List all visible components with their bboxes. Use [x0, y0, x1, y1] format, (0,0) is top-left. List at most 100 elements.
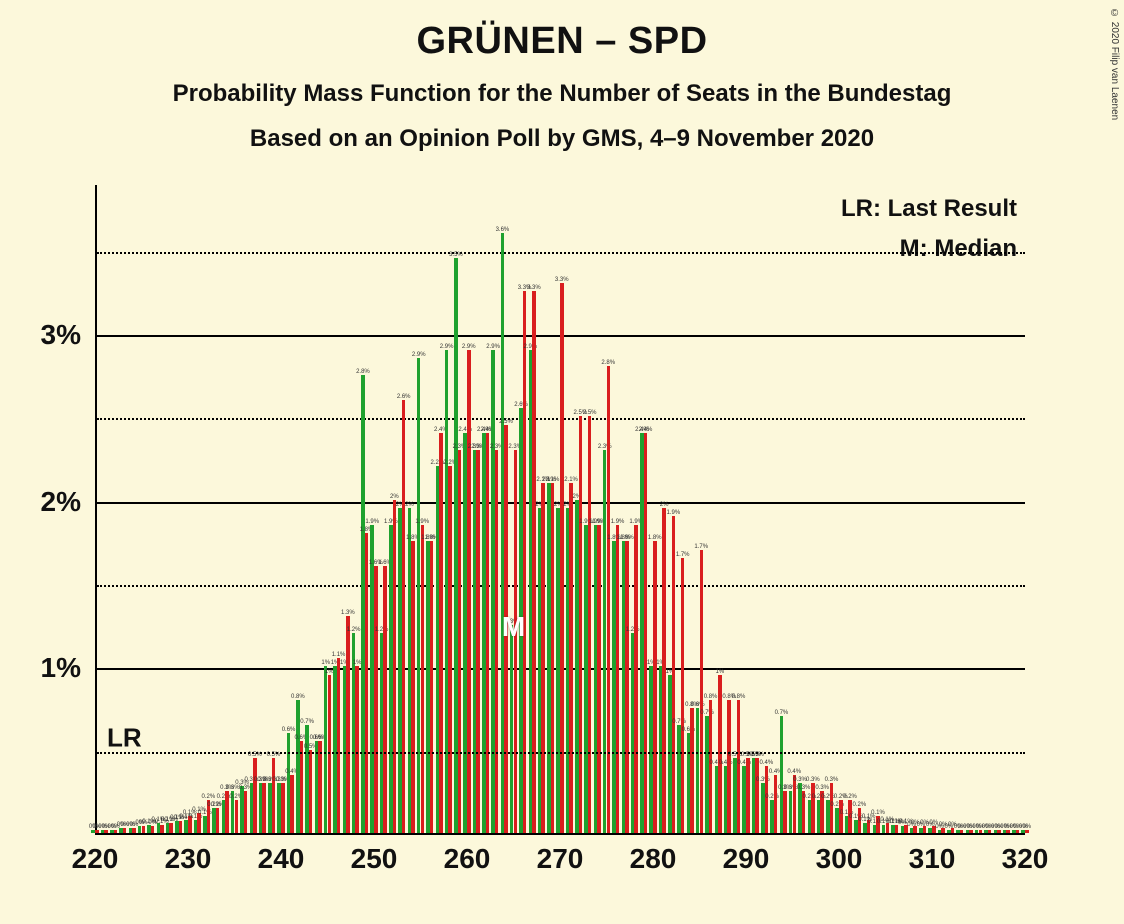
bar-red: 0.5% [755, 758, 759, 833]
bar-red: 1.9% [616, 525, 620, 833]
bar-value-label: 2.9% [440, 344, 454, 350]
bar-red: 0.1% [179, 821, 183, 833]
bar-red: 0.8% [690, 708, 694, 833]
bar-red: 2.8% [607, 366, 611, 833]
bar-red: 0% [114, 830, 118, 833]
bar-red: 2.9% [467, 350, 471, 833]
bar-red: 1.8% [411, 541, 415, 833]
x-tick-label: 290 [723, 843, 770, 875]
bar-value-label: 1.3% [341, 610, 355, 616]
bar-value-label: 1.9% [415, 519, 429, 525]
bar-value-label: 2.5% [499, 419, 513, 425]
bar-value-label: 0.3% [806, 777, 820, 783]
y-axis [95, 185, 97, 835]
bar-value-label: 0.8% [291, 694, 305, 700]
bar-value-label: 2.8% [356, 369, 370, 375]
bar-red: 1% [328, 675, 332, 833]
bar-value-label: 1.8% [620, 535, 634, 541]
x-tick-label: 220 [72, 843, 119, 875]
bar-red: 0% [142, 826, 146, 833]
x-tick-label: 320 [1002, 843, 1049, 875]
bar-red: 0.3% [830, 783, 834, 833]
lr-label: LR [107, 722, 142, 753]
bar-value-label: 0.7% [300, 719, 314, 725]
bar-value-label: 3.3% [527, 285, 541, 291]
bar-red: 1.8% [365, 533, 369, 833]
x-axis [95, 833, 1025, 835]
bar-value-label: 1.9% [667, 510, 681, 516]
bar-red: 1.8% [625, 541, 629, 833]
bar-red: 0% [132, 828, 136, 833]
legend-last-result: LR: Last Result [841, 195, 1017, 223]
bar-red: 0.5% [272, 758, 276, 833]
bar-red: 0.5% [253, 758, 257, 833]
bar-red: 1.9% [634, 525, 638, 833]
bar-red: 2.2% [448, 466, 452, 833]
bar-red: 1% [718, 675, 722, 833]
bar-value-label: 2.1% [546, 477, 560, 483]
bar-value-label: 1.1% [332, 652, 346, 658]
bar-red: 1.3% [346, 616, 350, 833]
bar-value-label: 0.2% [843, 794, 857, 800]
bar-red: 0% [988, 830, 992, 833]
bar-red: 0.3% [783, 791, 787, 833]
bar-red: 0.5% [309, 750, 313, 833]
pmf-bar-chart: LR: Last Result M: Median 1%2%3%22023024… [95, 185, 1025, 835]
bar-red: 1.9% [421, 525, 425, 833]
bar-value-label: 0.4% [760, 760, 774, 766]
x-tick-label: 260 [444, 843, 491, 875]
bar-red: 2.1% [541, 483, 545, 833]
bar-red: 0% [123, 828, 127, 833]
bar-value-label: 0.1% [871, 810, 885, 816]
bar-value-label: 1.9% [611, 519, 625, 525]
bar-red: 0% [95, 830, 99, 833]
bar-value-label: 1.7% [676, 552, 690, 558]
bar-red: 0.2% [216, 808, 220, 833]
bar-value-label: 3.5% [449, 252, 463, 258]
bar-red: 2.5% [588, 416, 592, 833]
bar-value-label: 2.8% [601, 360, 615, 366]
bar-red: 0.6% [300, 741, 304, 833]
bar-value-label: 3.3% [555, 277, 569, 283]
bar-value-label: 1% [716, 669, 725, 675]
bar-red: 0.4% [765, 766, 769, 833]
bar-value-label: 0.3% [815, 785, 829, 791]
bar-value-label: 1% [321, 660, 330, 666]
bar-value-label: 2.4% [639, 427, 653, 433]
bar-value-label: 0.3% [825, 777, 839, 783]
bar-value-label: 2.6% [397, 394, 411, 400]
bar-red: 3.3% [560, 283, 564, 833]
bar-red: 2.3% [476, 450, 480, 833]
bar-red: 2.1% [569, 483, 573, 833]
bar-value-label: 2% [405, 502, 414, 508]
bar-red: 2.3% [514, 450, 518, 833]
bar-value-label: 0.6% [282, 727, 296, 733]
bar-red: 0% [151, 826, 155, 833]
bar-red: 2.6% [402, 400, 406, 833]
bar-value-label: 0% [1022, 824, 1031, 830]
bar-red: 0.3% [244, 791, 248, 833]
x-tick-label: 310 [909, 843, 956, 875]
bar-red: 0.1% [160, 825, 164, 833]
x-tick-label: 240 [258, 843, 305, 875]
bar-red: 0.3% [225, 791, 229, 833]
bar-red: 0% [1025, 830, 1029, 833]
bar-red: 0.6% [318, 741, 322, 833]
bar-value-label: 1.9% [365, 519, 379, 525]
y-tick-label: 1% [41, 652, 81, 684]
bar-value-label: 0.8% [732, 694, 746, 700]
bar-value-label: 2.1% [564, 477, 578, 483]
x-tick-label: 250 [351, 843, 398, 875]
x-tick-label: 300 [816, 843, 863, 875]
copyright: © 2020 Filip van Laenen [1109, 8, 1120, 120]
bar-red: 1.6% [374, 566, 378, 833]
bar-red: 2.1% [551, 483, 555, 833]
bar-red: 0.5% [746, 758, 750, 833]
bar-red: 2.4% [486, 433, 490, 833]
bar-red: 2% [393, 500, 397, 833]
bar-value-label: 0.4% [787, 769, 801, 775]
bar-red: 2.4% [439, 433, 443, 833]
bar-red: 2.4% [644, 433, 648, 833]
y-tick-label: 3% [41, 319, 81, 351]
bar-value-label: 0.7% [775, 710, 789, 716]
